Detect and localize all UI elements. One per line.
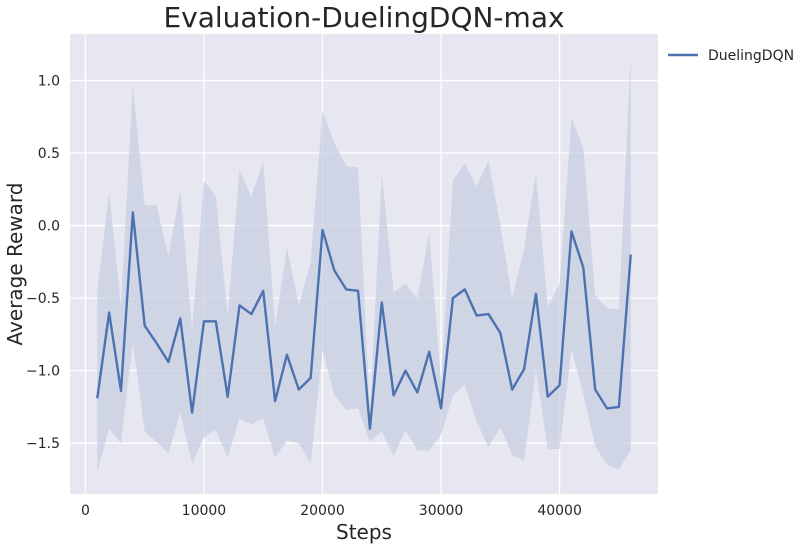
y-tick-label: 0.0	[38, 219, 60, 235]
x-tick-labels: 0 10000 20000 30000 40000	[81, 503, 582, 519]
y-tick-label: −1.0	[26, 364, 60, 380]
x-tick-label: 10000	[182, 503, 227, 519]
legend: DuelingDQN	[668, 48, 794, 64]
series-lines	[96, 211, 632, 430]
y-tick-label: 1.0	[38, 73, 60, 89]
y-tick-label: −0.5	[26, 291, 60, 307]
x-tick-label: 20000	[300, 503, 345, 519]
y-tick-label: 0.5	[38, 146, 60, 162]
y-axis-label: Average Reward	[3, 183, 27, 346]
x-tick-label: 0	[81, 503, 90, 519]
legend-label: DuelingDQN	[708, 48, 794, 64]
chart-title: Evaluation-DuelingDQN-max	[163, 1, 564, 34]
y-tick-labels: −1.5 −1.0 −0.5 0.0 0.5 1.0	[26, 73, 60, 452]
y-tick-label: −1.5	[26, 436, 60, 452]
x-tick-label: 40000	[537, 503, 582, 519]
x-axis-label: Steps	[336, 520, 392, 544]
x-tick-label: 30000	[419, 503, 464, 519]
series-line	[96, 211, 632, 430]
